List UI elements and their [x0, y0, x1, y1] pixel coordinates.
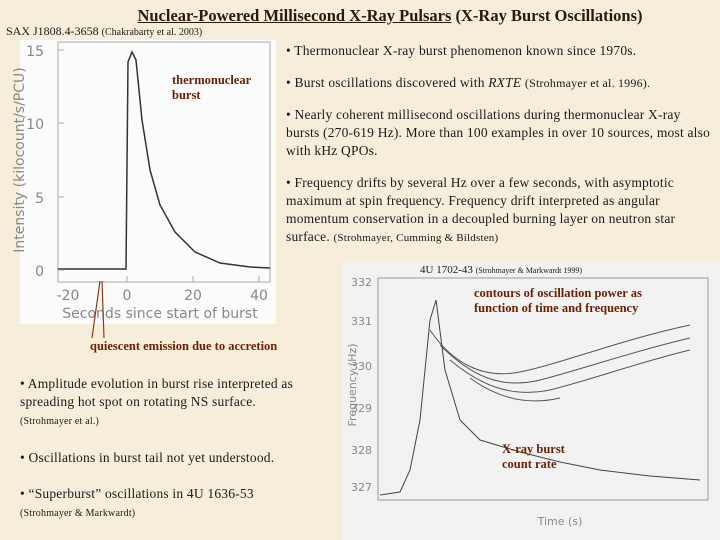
y-axis-label: Intensity (kilocount/s/PCU) — [12, 67, 28, 252]
title-main: Nuclear-Powered Millisecond X-Ray Pulsar… — [137, 6, 452, 25]
bullet-ref: (Strohmayer et al. 1996). — [524, 76, 651, 90]
y-tick-label: 5 — [35, 191, 44, 207]
y-tick-label: 328 — [351, 444, 372, 457]
bullet-text: • Nearly coherent millisecond oscillatio… — [286, 107, 711, 158]
x-tick-label: 0 — [123, 288, 132, 304]
bullet: • Frequency drifts by several Hz over a … — [286, 174, 714, 247]
rate-curve — [379, 299, 701, 496]
y-axis-label: Frequency (Hz) — [346, 344, 359, 427]
plot-left-frame — [57, 41, 271, 283]
x-tick-label: -20 — [57, 288, 80, 304]
y-tick-label: 330 — [351, 360, 372, 373]
plot-right-frame — [377, 277, 709, 501]
bullets-right: • Thermonuclear X-ray burst phenomenon k… — [286, 42, 714, 247]
y-tick-label: 15 — [26, 44, 44, 60]
bullet-text: • Burst oscillations discovered with — [286, 75, 485, 90]
plot-label-ref: (Strohmayer & Markwardt 1999) — [475, 266, 583, 275]
y-tick-label: 331 — [351, 315, 372, 328]
y-tick-label: 327 — [351, 481, 372, 494]
bullet-text: • Amplitude evolution in burst rise inte… — [20, 376, 294, 409]
x-axis-label: Seconds since start of burst — [62, 306, 258, 322]
ticks-left — [57, 49, 260, 282]
bullet: • Nearly coherent millisecond oscillatio… — [286, 106, 714, 160]
bullet-text: • Frequency drifts by several Hz over a … — [286, 175, 676, 244]
annotation-rate: X-ray burst count rate — [502, 442, 565, 471]
source: SAX J1808.4-3658 (Chakrabarty et al. 200… — [6, 24, 202, 39]
y-tick-label: 329 — [351, 402, 372, 415]
title-suffix: (X-Ray Burst Oscillations) — [455, 6, 643, 25]
bullet-ref: (Strohmayer & Markwardt) — [20, 508, 136, 519]
annotation-contours: contours of oscillation power as functio… — [474, 286, 642, 315]
burst-curve — [58, 50, 271, 270]
bullet: • Thermonuclear X-ray burst phenomenon k… — [286, 42, 714, 60]
bullet-text: • Oscillations in burst tail not yet und… — [20, 450, 275, 465]
plot-left-bg — [20, 40, 276, 324]
annotation-burst: thermonuclear burst — [172, 73, 251, 102]
y-tick-label: 0 — [35, 264, 44, 280]
bullets-left: • Amplitude evolution in burst rise inte… — [20, 375, 340, 523]
y-tick-label: 332 — [351, 276, 372, 289]
bullet-emphasis: RXTE — [488, 75, 522, 90]
bullet-text: • Thermonuclear X-ray burst phenomenon k… — [286, 43, 637, 58]
plot-right-label: 4U 1702-43 (Strohmayer & Markwardt 1999) — [420, 264, 582, 276]
pointer-lines — [91, 280, 105, 339]
title: Nuclear-Powered Millisecond X-Ray Pulsar… — [0, 6, 720, 26]
bullet: • Amplitude evolution in burst rise inte… — [20, 375, 340, 431]
x-tick-label: 20 — [184, 288, 202, 304]
source-ref: (Chakrabarty et al. 2003) — [101, 27, 203, 38]
contours — [429, 324, 691, 402]
annotation-quiescent: quiescent emission due to accretion — [90, 339, 278, 353]
x-axis-label: Time (s) — [537, 515, 583, 528]
x-tick-label: 40 — [250, 288, 268, 304]
source-name: SAX J1808.4-3658 — [6, 24, 99, 38]
bullet-ref: (Strohmayer, Cumming & Bildsten) — [333, 232, 499, 244]
bullet-ref: (Strohmayer et al.) — [20, 416, 100, 427]
bullet-text: • “Superburst” oscillations in 4U 1636-5… — [20, 486, 254, 501]
bullet: • Oscillations in burst tail not yet und… — [20, 449, 340, 467]
plot-label: 4U 1702-43 — [420, 264, 473, 276]
y-tick-label: 10 — [26, 117, 44, 133]
bullet: • “Superburst” oscillations in 4U 1636-5… — [20, 485, 340, 523]
bullet: • Burst oscillations discovered with RXT… — [286, 74, 714, 92]
